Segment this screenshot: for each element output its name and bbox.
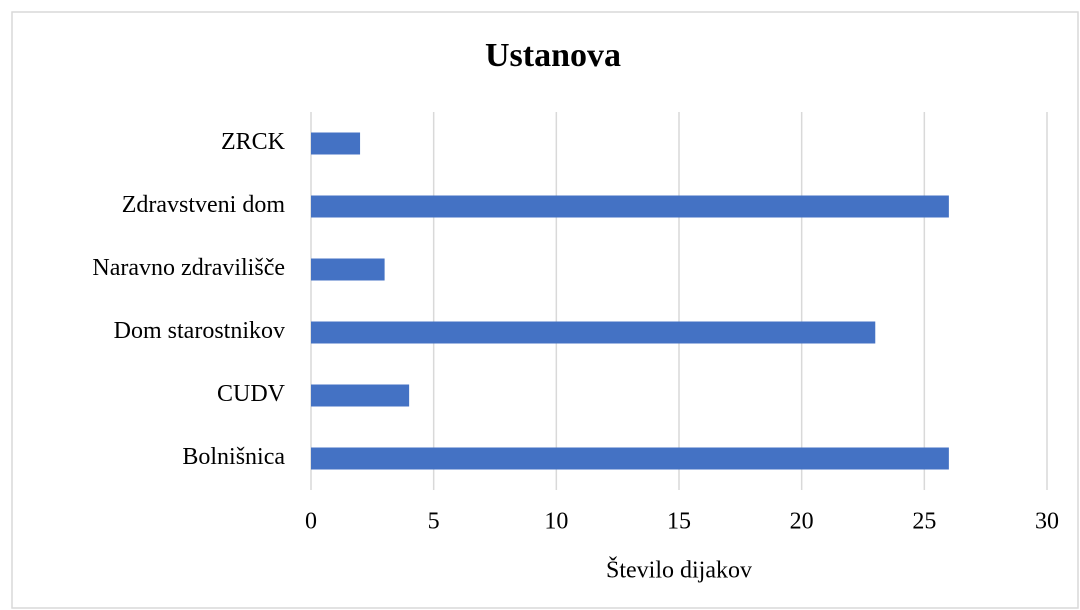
bar — [311, 132, 361, 155]
y-tick-label: Dom starostnikov — [114, 318, 285, 344]
bar — [311, 321, 876, 344]
bar — [311, 195, 949, 218]
bar — [311, 384, 410, 407]
x-tick-label: 30 — [1035, 509, 1059, 535]
x-tick-label: 25 — [912, 509, 936, 535]
y-tick-label: Naravno zdravilišče — [92, 255, 285, 281]
chart-border — [11, 11, 1079, 609]
y-tick-label: ZRCK — [221, 129, 286, 155]
y-tick-label: Zdravstveni dom — [122, 192, 286, 218]
bar — [311, 447, 949, 470]
bar — [311, 258, 385, 281]
chart-title: Ustanova — [485, 37, 621, 74]
x-tick-label: 0 — [305, 509, 317, 535]
x-axis-label: Število dijakov — [606, 557, 752, 584]
x-tick-label: 20 — [790, 509, 814, 535]
x-tick-label: 5 — [428, 509, 440, 535]
x-tick-label: 10 — [544, 509, 568, 535]
x-tick-label: 15 — [667, 509, 691, 535]
y-tick-label: CUDV — [217, 381, 286, 407]
y-tick-label: Bolnišnica — [182, 444, 285, 470]
